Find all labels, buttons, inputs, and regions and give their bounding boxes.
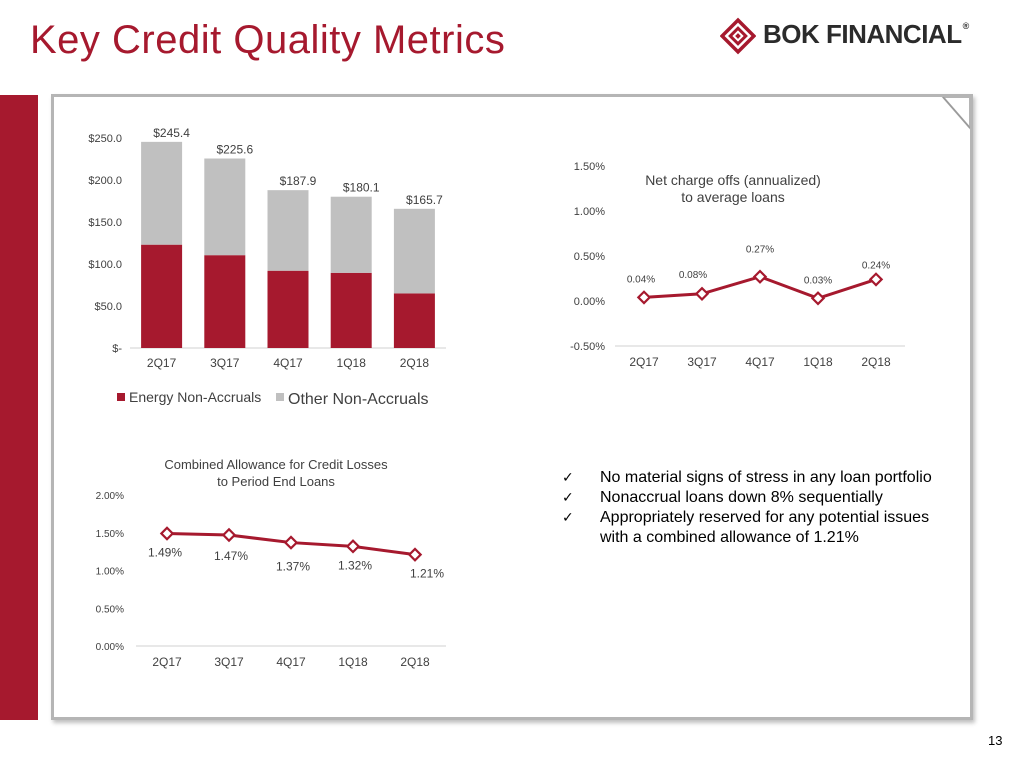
- data-point-marker: [868, 272, 884, 287]
- energy-bar: [204, 255, 246, 348]
- y-tick-label: $250.0: [88, 133, 122, 145]
- bok-diamond-logo-icon: [720, 17, 756, 55]
- x-tick-label: 1Q18: [803, 355, 833, 369]
- data-point-marker: [694, 286, 710, 302]
- bullet-text: No material signs of stress in any loan …: [600, 469, 932, 486]
- data-point-label: 0.24%: [862, 260, 890, 271]
- nonaccruals-bar-chart: $- $50.0 $100.0 $150.0 $200.0 $250.0 $245.4 2Q1…: [88, 126, 446, 408]
- logo-text: BOK FINANCIAL: [763, 19, 962, 49]
- logo-wordmark: BOK FINANCIAL®: [763, 19, 969, 50]
- y-tick-label: $200.0: [88, 175, 122, 187]
- bullet-text: Appropriately reserved for any potential…: [600, 509, 930, 546]
- chart-title-line: to average loans: [681, 189, 785, 205]
- data-point-marker: [636, 290, 652, 305]
- bullet-item: ✓ Appropriately reserved for any potentia…: [562, 508, 957, 548]
- slide-title: Key Credit Quality Metrics: [30, 18, 506, 62]
- y-tick-label: 1.50%: [96, 529, 124, 540]
- data-point-label: 0.08%: [679, 270, 707, 281]
- x-tick-label: 1Q18: [338, 655, 368, 669]
- y-tick-label: 0.00%: [574, 296, 605, 308]
- chart-title-line: Net charge offs (annualized): [645, 172, 821, 188]
- data-point-marker: [407, 547, 423, 562]
- legend-label-energy: Energy Non-Accruals: [129, 389, 261, 405]
- y-tick-label: 1.50%: [574, 161, 605, 173]
- page-curl-corner: [941, 97, 970, 130]
- data-point-label: 1.37%: [276, 560, 310, 574]
- data-point-marker: [159, 526, 175, 541]
- chart-title-line: Combined Allowance for Credit Losses: [164, 457, 388, 472]
- net-charge-offs-line-chart: -0.50% 0.00% 0.50% 1.00% 1.50% Net charge off…: [570, 161, 905, 369]
- left-accent-bar: [0, 95, 38, 720]
- bullet-text: Nonaccrual loans down 8% sequentially: [600, 489, 883, 506]
- y-tick-label: 1.00%: [96, 567, 124, 578]
- other-bar: [267, 190, 309, 271]
- x-tick-label: 2Q17: [152, 655, 182, 669]
- data-point-label: 0.27%: [746, 245, 774, 256]
- x-tick-label: 2Q18: [400, 356, 430, 370]
- energy-bar: [141, 244, 183, 348]
- legend-label-other: Other Non-Accruals: [288, 391, 429, 408]
- y-tick-label: $100.0: [88, 259, 122, 271]
- legend-swatch-energy: [117, 393, 125, 401]
- x-tick-label: 4Q17: [745, 355, 775, 369]
- bar-total-label: $245.4: [153, 126, 190, 140]
- data-point-marker: [283, 535, 299, 550]
- other-bar: [393, 208, 435, 294]
- bullet-item: ✓ Nonaccrual loans down 8% sequentially: [562, 488, 957, 508]
- registered-mark: ®: [962, 21, 970, 31]
- y-tick-label: 0.50%: [574, 251, 605, 263]
- data-point-label: 1.47%: [214, 549, 248, 563]
- y-tick-label: $150.0: [88, 217, 122, 229]
- bullet-list: ✓ No material signs of stress in any loan…: [562, 468, 957, 548]
- data-point-label: 1.49%: [148, 546, 182, 560]
- x-tick-label: 4Q17: [276, 655, 306, 669]
- energy-bar: [330, 272, 372, 348]
- x-tick-label: 1Q18: [337, 356, 367, 370]
- y-tick-label: 1.00%: [574, 206, 605, 218]
- check-icon: ✓: [562, 510, 574, 526]
- x-tick-label: 2Q17: [147, 356, 177, 370]
- data-point-label: 0.03%: [804, 275, 832, 286]
- energy-bar: [267, 270, 309, 348]
- other-bar: [204, 158, 246, 256]
- y-tick-label: 0.50%: [96, 604, 124, 615]
- bar-total-label: $165.7: [406, 193, 443, 207]
- data-point-label: 1.21%: [410, 567, 444, 581]
- combined-allowance-line-chart: 0.00% 0.50% 1.00% 1.50% 2.00% Combined Allowa…: [96, 457, 446, 669]
- x-tick-label: 3Q17: [214, 655, 244, 669]
- data-point-marker: [345, 539, 361, 554]
- x-tick-label: 2Q18: [400, 655, 430, 669]
- y-tick-label: 0.00%: [96, 642, 124, 653]
- data-point-label: 0.04%: [627, 274, 655, 285]
- x-tick-label: 4Q17: [273, 356, 303, 370]
- check-icon: ✓: [562, 490, 574, 506]
- chart-title-line: to Period End Loans: [217, 474, 335, 489]
- y-tick-label: $50.0: [94, 301, 122, 313]
- bullet-item: ✓ No material signs of stress in any loan…: [562, 468, 957, 488]
- y-tick-label: -0.50%: [570, 341, 605, 353]
- y-tick-label: 2.00%: [96, 491, 124, 502]
- company-logo: BOK FINANCIAL®: [720, 16, 1002, 58]
- x-tick-label: 3Q17: [210, 356, 240, 370]
- data-point-marker: [221, 527, 237, 543]
- other-bar: [330, 196, 372, 273]
- page-number: 13: [988, 733, 1003, 748]
- x-tick-label: 2Q18: [861, 355, 891, 369]
- data-point-marker: [810, 291, 826, 306]
- check-icon: ✓: [562, 470, 574, 486]
- bar-total-label: $187.9: [280, 174, 317, 188]
- x-tick-label: 2Q17: [629, 355, 659, 369]
- energy-bar: [393, 293, 435, 348]
- bar-total-label: $180.1: [343, 181, 380, 195]
- data-point-marker: [752, 269, 768, 284]
- y-tick-label: $-: [112, 343, 122, 355]
- legend-swatch-other: [276, 393, 284, 401]
- data-point-label: 1.32%: [338, 558, 372, 572]
- x-tick-label: 3Q17: [687, 355, 717, 369]
- other-bar: [141, 141, 183, 245]
- bar-total-label: $225.6: [216, 142, 253, 156]
